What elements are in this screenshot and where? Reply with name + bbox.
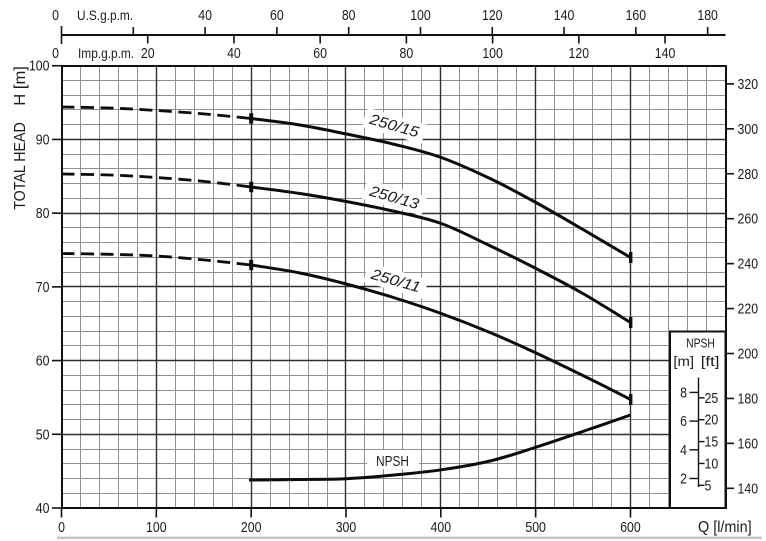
svg-text:280: 280: [738, 167, 759, 183]
svg-text:90: 90: [36, 132, 50, 148]
svg-text:60: 60: [313, 46, 327, 62]
svg-text:40: 40: [36, 501, 50, 517]
svg-text:100: 100: [146, 520, 167, 536]
svg-text:20: 20: [705, 413, 719, 429]
svg-text:[m]: [m]: [673, 354, 694, 369]
svg-text:300: 300: [336, 520, 357, 536]
svg-text:160: 160: [626, 8, 647, 24]
svg-text:NPSH: NPSH: [686, 337, 715, 351]
svg-text:6: 6: [680, 414, 687, 430]
svg-text:NPSH: NPSH: [376, 454, 409, 470]
svg-text:100: 100: [29, 59, 50, 75]
svg-text:20: 20: [141, 46, 155, 62]
svg-text:15: 15: [705, 435, 719, 451]
svg-text:240: 240: [738, 257, 759, 273]
svg-text:100: 100: [482, 46, 503, 62]
svg-text:140: 140: [655, 46, 676, 62]
svg-text:140: 140: [738, 481, 759, 497]
svg-text:[ft]: [ft]: [701, 354, 720, 369]
svg-text:60: 60: [270, 8, 284, 24]
svg-text:180: 180: [697, 8, 718, 24]
svg-text:300: 300: [738, 122, 759, 138]
svg-text:160: 160: [738, 436, 759, 452]
svg-text:70: 70: [36, 280, 50, 296]
svg-text:200: 200: [241, 520, 262, 536]
svg-text:4: 4: [680, 443, 687, 459]
svg-text:120: 120: [482, 8, 503, 24]
svg-text:Imp.g.p.m.: Imp.g.p.m.: [78, 46, 134, 61]
svg-text:260: 260: [738, 212, 759, 228]
svg-text:8: 8: [680, 385, 687, 401]
svg-text:TOTAL HEAD: TOTAL HEAD: [12, 122, 29, 210]
svg-text:80: 80: [400, 46, 414, 62]
svg-text:25: 25: [705, 391, 719, 407]
svg-text:10: 10: [705, 456, 719, 472]
svg-text:2: 2: [680, 472, 687, 488]
svg-text:40: 40: [198, 8, 212, 24]
svg-text:0: 0: [52, 46, 59, 62]
svg-text:220: 220: [738, 302, 759, 318]
svg-text:H [m]: H [m]: [12, 66, 29, 106]
svg-text:80: 80: [36, 206, 50, 222]
svg-text:500: 500: [525, 520, 546, 536]
svg-text:0: 0: [52, 8, 59, 24]
svg-text:320: 320: [738, 77, 759, 93]
svg-text:140: 140: [554, 8, 575, 24]
svg-text:5: 5: [705, 478, 712, 494]
svg-text:Q [l/min]: Q [l/min]: [698, 519, 752, 536]
svg-text:100: 100: [410, 8, 431, 24]
svg-text:200: 200: [738, 347, 759, 363]
svg-text:U.S.g.p.m.: U.S.g.p.m.: [77, 8, 133, 23]
svg-text:80: 80: [342, 8, 356, 24]
svg-text:60: 60: [36, 354, 50, 370]
svg-text:180: 180: [738, 391, 759, 407]
svg-text:50: 50: [36, 427, 50, 443]
svg-text:40: 40: [227, 46, 241, 62]
svg-text:0: 0: [58, 520, 65, 536]
svg-text:120: 120: [569, 46, 590, 62]
svg-text:400: 400: [431, 520, 452, 536]
svg-text:600: 600: [620, 520, 641, 536]
